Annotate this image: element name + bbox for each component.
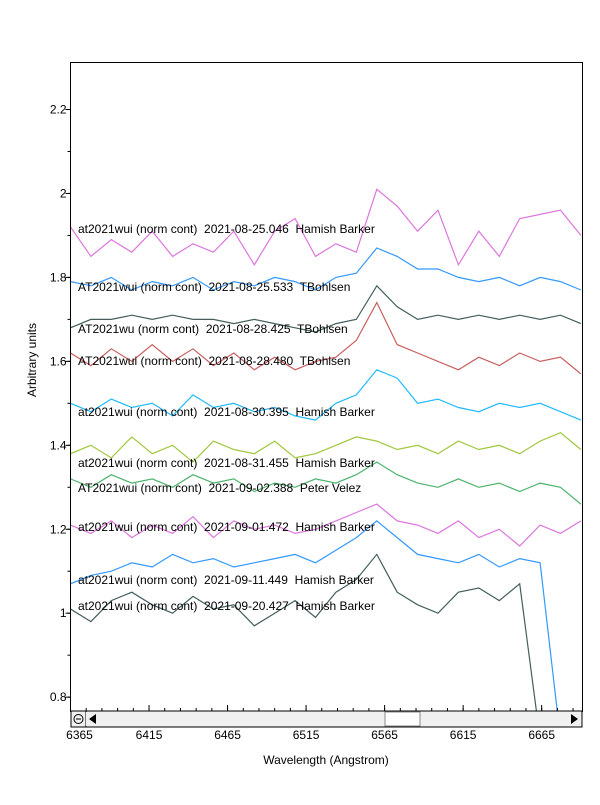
x-tick-label: 6465 — [214, 728, 241, 742]
y-tick-label: 0.8 — [50, 690, 67, 704]
series-line-4 — [70, 301, 582, 375]
y-tick-label: 1.4 — [50, 438, 67, 452]
series-line-3 — [70, 284, 582, 333]
scroll-left-button[interactable] — [86, 712, 100, 726]
series-label-6: at2021wui (norm cont) 2021-08-31.455 Ham… — [78, 456, 375, 470]
series-line-7 — [70, 461, 582, 505]
x-tick-label: 6365 — [66, 728, 93, 742]
y-tick-label: 1.6 — [50, 354, 67, 368]
horizontal-scrollbar[interactable] — [70, 710, 583, 728]
series-line-9 — [70, 520, 558, 711]
x-tick-label: 6415 — [136, 728, 163, 742]
arrow-left-icon — [89, 714, 96, 724]
series-lines — [70, 188, 582, 711]
series-label-5: at2021wui (norm cont) 2021-08-30.395 Ham… — [78, 405, 375, 419]
series-line-6 — [70, 432, 582, 463]
series-label-8: at2021wui (norm cont) 2021-09-01.472 Ham… — [78, 520, 375, 534]
y-tick-label: 1.2 — [50, 522, 67, 536]
y-tick-label: 2 — [60, 186, 67, 200]
series-label-4: AT2021wui (norm cont) 2021-08-28.480 TBo… — [78, 354, 350, 368]
series-line-1 — [70, 188, 582, 267]
y-axis: 0.8 1 1.2 1.4 1.6 1.8 2 2.2 — [50, 103, 71, 704]
y-axis-label: Arbitrary units — [25, 323, 39, 397]
x-tick-label: 6515 — [293, 728, 320, 742]
scroll-right-button[interactable] — [567, 712, 581, 726]
scrollbar-thumb[interactable] — [384, 711, 421, 727]
y-tick-label: 2.2 — [50, 103, 67, 117]
arrow-right-icon — [571, 714, 578, 724]
plot-frame — [70, 62, 583, 712]
series-line-5 — [70, 369, 582, 421]
series-label-7: AT2021wui (norm cont) 2021-09-02.388 Pet… — [78, 481, 361, 495]
series-label-1: at2021wui (norm cont) 2021-08-25.046 Ham… — [78, 222, 375, 236]
x-tick-label: 6615 — [450, 728, 477, 742]
x-tick-label: 6665 — [528, 728, 555, 742]
scrollbar-track[interactable] — [70, 710, 583, 728]
y-tick-label: 1.8 — [50, 270, 67, 284]
series-line-10 — [70, 553, 538, 711]
zoom-out-icon[interactable] — [70, 710, 87, 728]
series-label-3: AT2021wu (norm cont) 2021-08-28.425 TBoh… — [78, 322, 348, 336]
series-line-8 — [70, 503, 582, 547]
x-tick-label: 6565 — [371, 728, 398, 742]
x-axis: 6365 6415 6465 6515 6565 6615 6665 — [66, 705, 574, 742]
series-label-10: at2021wui (norm cont) 2021-09-20.427 Ham… — [78, 599, 375, 613]
series-label-9: at2021wui (norm cont) 2021-09-11.449 Ham… — [78, 573, 374, 587]
y-tick-label: 1 — [60, 606, 67, 620]
series-line-2 — [70, 247, 582, 291]
series-label-2: AT2021wui (norm cont) 2021-08-25.533 TBo… — [78, 280, 350, 294]
x-axis-label: Wavelength (Angstrom) — [263, 753, 389, 767]
series-labels: at2021wui (norm cont) 2021-08-25.046 Ham… — [78, 222, 375, 613]
